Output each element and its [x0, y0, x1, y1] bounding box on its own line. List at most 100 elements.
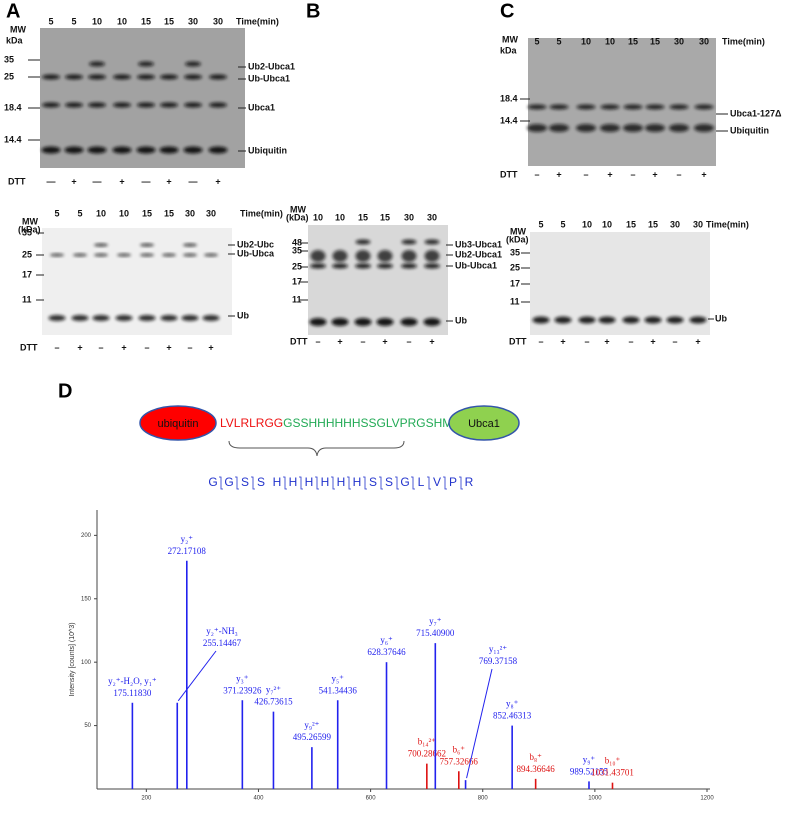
gel-band: [140, 253, 154, 257]
fragment-cleavage: [251, 476, 255, 490]
gel-band: [137, 74, 155, 80]
dtt-sign: –: [360, 336, 365, 346]
peak-name: y₅⁺: [332, 673, 345, 683]
dtt-sign: +: [560, 336, 565, 346]
marker-label: 18.4: [4, 102, 22, 112]
gel-band: [424, 250, 440, 262]
lane-label: 15: [164, 16, 174, 26]
gel-band: [355, 239, 371, 245]
fragment-residue: S: [369, 475, 377, 489]
fragment-cleavage: [427, 476, 431, 490]
x-tick-label: 1000: [588, 796, 602, 802]
lane-label: 30: [674, 36, 684, 46]
dtt-sign: +: [701, 169, 706, 179]
dtt-sign: –: [144, 342, 149, 352]
marker-label: 14.4: [4, 134, 22, 144]
marker-label: 35: [510, 247, 520, 257]
fragment-residue: G: [208, 475, 217, 489]
dtt-label: DTT: [509, 336, 527, 346]
fragment-cleavage: [379, 476, 383, 490]
lane-label: 30: [693, 219, 703, 229]
dtt-label: DTT: [8, 176, 26, 186]
lane-label: 10: [117, 16, 127, 26]
fragment-residue: S: [257, 475, 265, 489]
gel-band: [424, 239, 440, 245]
lane-label: 10: [602, 219, 612, 229]
fragment-cleavage: [443, 476, 447, 490]
lane-label: 5: [77, 208, 82, 218]
marker-label: 11: [292, 294, 302, 304]
gel-band: [332, 263, 348, 269]
dtt-sign: –: [672, 336, 677, 346]
peak-name: y₂⁺-NH₃: [206, 626, 238, 636]
lane-label: 5: [560, 219, 565, 229]
panel-letter: D: [58, 380, 72, 402]
dtt-label: DTT: [500, 169, 518, 179]
dtt-sign: +: [71, 176, 76, 186]
lane-label: 10: [582, 219, 592, 229]
fragment-residue: R: [465, 475, 474, 489]
gel-band: [94, 243, 108, 247]
gel-band: [160, 74, 178, 80]
gel-band: [355, 263, 371, 269]
dtt-sign: –: [315, 336, 320, 346]
gel-band: [332, 250, 348, 262]
dtt-sign: +: [119, 176, 124, 186]
lane-label: 30: [188, 16, 198, 26]
fragment-cleavage: [363, 476, 367, 490]
gel-image: [40, 28, 245, 168]
peak-mz: 700.28662: [408, 749, 446, 759]
dtt-sign: +: [215, 176, 220, 186]
gel-band: [138, 61, 154, 67]
lane-label: 30: [427, 212, 437, 222]
fragment-residue: G: [224, 475, 233, 489]
lane-label: 30: [699, 36, 709, 46]
kda-label: (kDa): [18, 224, 41, 234]
gel-band: [48, 315, 66, 321]
fragment-residue: H: [353, 475, 362, 489]
peak-mz: 989.52155: [570, 766, 609, 776]
ubiquitin-domain: [139, 405, 217, 441]
band-label: Ubca1-127Δ: [730, 108, 782, 118]
gel-band: [310, 263, 326, 269]
peak-mz: 628.37646: [367, 647, 406, 657]
lane-label: 10: [92, 16, 102, 26]
label-leader: [466, 668, 493, 779]
dtt-sign: +: [604, 336, 609, 346]
gel-band: [600, 104, 620, 110]
marker-label: 35: [4, 54, 14, 64]
lane-label: 15: [142, 208, 152, 218]
band-label: Ub-Ubca: [237, 248, 275, 258]
dtt-sign: +: [429, 336, 434, 346]
peak-mz: 371.23926: [223, 685, 262, 695]
gel-band: [159, 146, 179, 154]
fragment-residue: S: [241, 475, 249, 489]
peak-mz: 852.46313: [493, 711, 532, 721]
x-tick-label: 800: [478, 796, 489, 802]
gel-band: [645, 104, 665, 110]
fragment-residue: G: [400, 475, 409, 489]
band-label: Ub3-Ubca1: [455, 239, 502, 249]
peak-name: y₂⁺: [181, 534, 194, 544]
peak-name: y₆⁺: [380, 635, 393, 645]
fragment-cleavage: [411, 476, 415, 490]
gel-band: [92, 315, 110, 321]
peak-name: y₂⁺-H₂O, y₁⁺: [108, 676, 157, 686]
gel-band: [162, 253, 176, 257]
peak-name: y₇⁺: [429, 616, 442, 626]
peak-name: y₉⁺: [583, 754, 596, 764]
peak-mz: 1031.43701: [591, 768, 634, 778]
mw-label: MW: [10, 24, 26, 34]
gel-band: [645, 124, 665, 132]
gel-band: [377, 250, 393, 262]
dtt-sign: —: [47, 176, 56, 186]
peak-mz: 426.73615: [254, 697, 293, 707]
gel-band: [376, 318, 394, 326]
time-label: Time(min): [706, 219, 749, 229]
marker-label: 35: [292, 245, 302, 255]
fragment-cleavage: [219, 476, 223, 490]
fragment-residue: H: [321, 475, 330, 489]
y-tick-label: 200: [81, 533, 92, 539]
